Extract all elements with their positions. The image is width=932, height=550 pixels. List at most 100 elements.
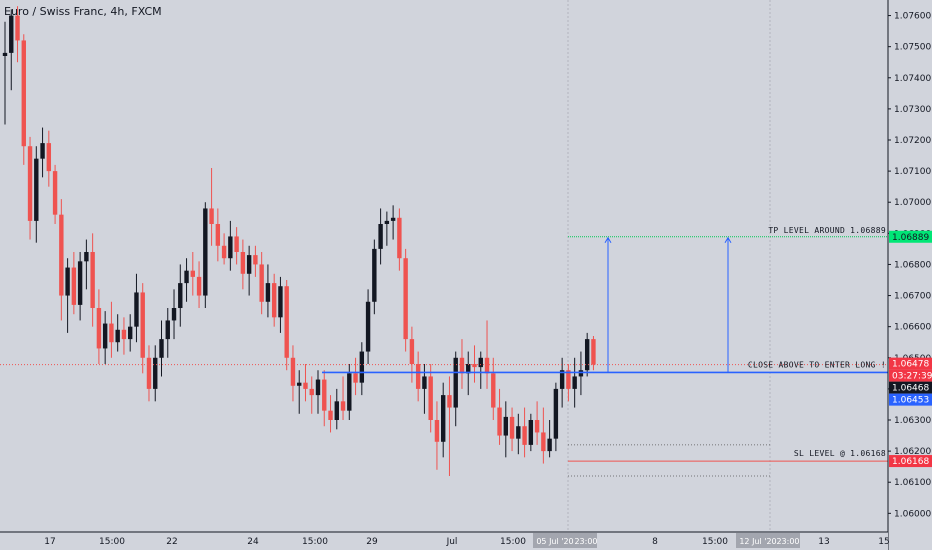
candle-61 [384, 211, 390, 246]
time-axis[interactable]: 17 15:00 22 24 15:00 29 Jul 15:00 05 Jul '20 23:0… [0, 531, 890, 550]
candle-body [578, 370, 584, 377]
time-tick-label: 15:00 [302, 537, 328, 547]
candle-15 [96, 289, 102, 364]
candle-8 [52, 164, 58, 224]
target-arrow-0[interactable] [604, 236, 612, 373]
candle-56 [353, 357, 358, 396]
candle-51 [322, 370, 327, 427]
candle-body [153, 357, 158, 389]
time-tick-label: 05 Jul '20 [536, 537, 573, 546]
candle-5 [34, 146, 39, 243]
candle-body [90, 252, 95, 308]
candle-90 [566, 364, 571, 402]
candle-body [409, 339, 415, 364]
candle-0 [2, 21, 8, 125]
candle-80 [503, 401, 508, 458]
candle-84 [528, 413, 534, 452]
candle-31 [196, 261, 202, 308]
candle-33 [209, 168, 214, 246]
candle-body [372, 248, 377, 302]
sl-price-tag-label: 1.06168 [892, 457, 929, 467]
candle-9 [59, 199, 64, 321]
candle-body [315, 379, 321, 396]
candle-body [221, 245, 227, 259]
candle-body [178, 283, 183, 308]
candle-37 [234, 227, 239, 265]
candle-body [140, 292, 145, 358]
target-arrow-1[interactable] [724, 236, 732, 373]
candle-body [84, 252, 89, 262]
candle-body [491, 373, 496, 408]
candle-57 [359, 342, 365, 396]
time-tick-label: 29 [366, 537, 378, 547]
annotations-layer: TP LEVEL AROUND 1.06889 CLOSE ABOVE TO EN… [748, 226, 886, 458]
time-tick-label: 15:00 [99, 537, 125, 547]
candle-body [428, 376, 433, 420]
price-axis[interactable]: 1.07600 1.07500 1.07400 1.07300 1.07200 1.071… [887, 0, 932, 550]
candle-11 [71, 252, 77, 315]
tp-price-tag: 1.06889 [889, 230, 932, 243]
candle-body [553, 388, 559, 439]
entry-price-tag-bg [889, 393, 932, 406]
candle-body [15, 15, 20, 41]
time-tick-label: 15:00 [500, 537, 526, 547]
candle-29 [184, 258, 189, 302]
candle-48 [303, 364, 308, 402]
candle-27 [171, 289, 177, 340]
candle-46 [290, 345, 296, 402]
candle-63 [397, 208, 402, 271]
candle-86 [541, 407, 546, 464]
candle-body [390, 217, 396, 221]
bar-countdown-tag: 03:27:39 [889, 369, 932, 382]
candle-65 [409, 326, 415, 383]
candle-32 [203, 202, 208, 308]
current-price-tag: 1.06478 [889, 357, 932, 370]
candle-body [559, 370, 565, 389]
last-price-tag: 1.06468 [889, 381, 932, 394]
candle-73 [459, 339, 465, 389]
candle-body [378, 224, 383, 249]
candle-body [472, 364, 477, 368]
arrow-head [604, 236, 612, 244]
candle-22 [140, 283, 145, 374]
price-tick-label: 1.07500 [894, 43, 931, 53]
last-price-tag-bg [889, 381, 932, 394]
candle-35 [221, 233, 227, 265]
time-tick-label: 15 [878, 537, 889, 547]
candle-25 [159, 320, 164, 377]
price-tick-label: 1.06100 [894, 478, 931, 488]
candle-body [547, 438, 552, 452]
candle-body [146, 357, 152, 389]
candle-body [77, 261, 83, 305]
candle-body [384, 220, 390, 224]
candle-87 [547, 420, 552, 458]
candle-body [128, 326, 133, 340]
price-tick-label: 1.07300 [894, 105, 931, 115]
candle-60 [378, 208, 383, 265]
candle-body [21, 40, 26, 147]
candle-26 [165, 308, 170, 358]
candle-93 [584, 332, 590, 377]
candle-body [190, 270, 195, 277]
candle-59 [372, 239, 377, 315]
price-tick-label: 1.06200 [894, 447, 931, 457]
price-tick-label: 1.07600 [894, 12, 931, 22]
candle-12 [77, 252, 83, 321]
sl-price-tag: 1.06168 [889, 455, 932, 468]
annotation-label-2: SL LEVEL @ 1.06168 [794, 449, 886, 458]
candle-16 [102, 311, 108, 364]
candle-body [572, 376, 577, 389]
candle-39 [246, 245, 252, 296]
price-tick-label: 1.06700 [894, 292, 931, 302]
candle-body [322, 379, 327, 411]
candle-6 [40, 127, 45, 178]
candle-body [109, 323, 114, 343]
entry-price-tag: 1.06453 [889, 393, 932, 406]
bar-countdown-tag-label: 03:27:39 [892, 372, 932, 382]
candle-body [134, 292, 139, 327]
candle-23 [146, 345, 152, 402]
candle-body [541, 432, 546, 452]
last-price-tag-label: 1.06468 [892, 384, 929, 394]
